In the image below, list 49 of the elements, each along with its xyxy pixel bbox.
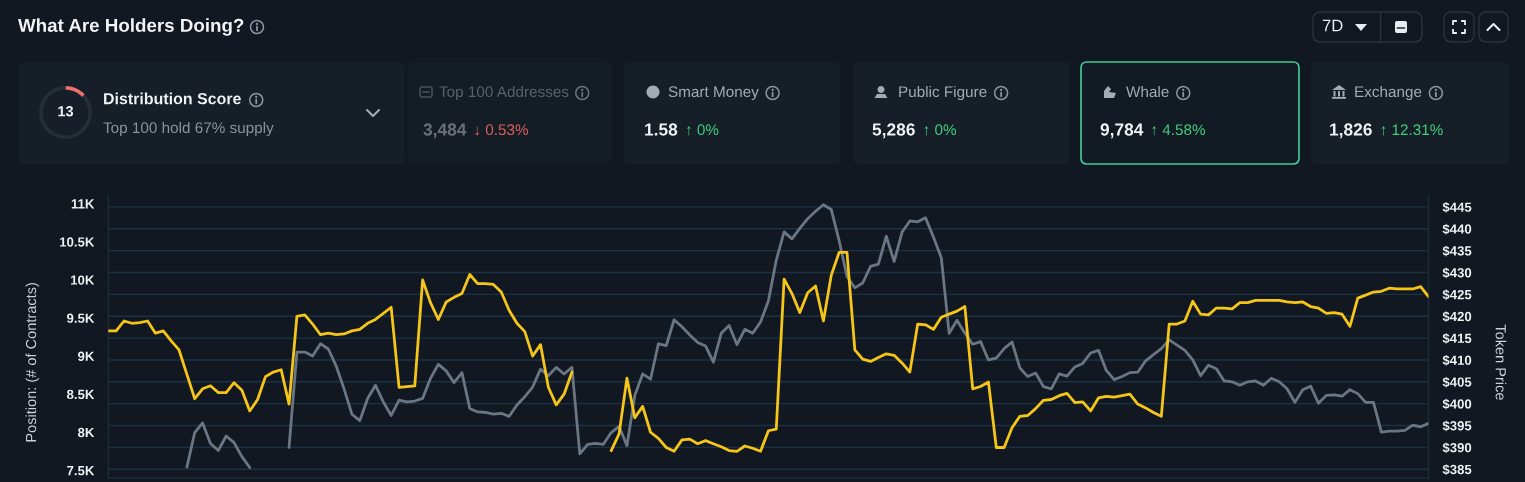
donut-slice xyxy=(65,86,85,97)
y2-tick-label: $400 xyxy=(1442,398,1472,410)
text: 7D xyxy=(1322,19,1343,32)
text: Exchange xyxy=(1355,85,1422,101)
text: ↑ 12.31% xyxy=(1381,124,1443,136)
y2-tick-label: $425 xyxy=(1442,289,1472,301)
line-series xyxy=(185,421,252,469)
y-axis-title: Position: (# of Contracts) xyxy=(25,283,40,442)
text: 1.58 xyxy=(645,123,678,136)
text: Smart Money xyxy=(668,86,759,101)
text: 13 xyxy=(58,106,74,117)
text: 5,286 xyxy=(872,123,915,139)
y2-tick-label: $395 xyxy=(1442,420,1472,432)
text: What Are Holders Doing? xyxy=(18,18,244,36)
y2-tick-label: $405 xyxy=(1442,376,1472,388)
text: Public Figure xyxy=(899,85,987,101)
text: ↓ 0.53% xyxy=(475,124,529,136)
y2-axis-title: Token Price xyxy=(1495,324,1507,400)
y2-tick-label: $390 xyxy=(1442,442,1472,454)
y-tick-label: 9K xyxy=(78,351,95,361)
text: 1,826 xyxy=(1330,123,1372,139)
y-tick-label: 7.5K xyxy=(67,466,95,476)
text: Top 100 hold 67% supply xyxy=(103,121,274,137)
y2-tick-label: $385 xyxy=(1442,464,1472,476)
text: 9,784 xyxy=(1100,123,1144,139)
text: Whale xyxy=(1126,85,1169,98)
text: ↑ 4.58% xyxy=(1152,124,1206,136)
y-tick-label: 9.5K xyxy=(67,313,95,323)
text: Top 100 Addresses xyxy=(439,85,569,101)
text: ↑ 0% xyxy=(924,124,957,136)
y2-tick-label: $435 xyxy=(1442,245,1472,257)
line-series xyxy=(108,273,574,413)
text: 3,484 xyxy=(423,123,467,139)
y-tick-label: 8K xyxy=(77,427,95,438)
y-tick-label: 8.5K xyxy=(66,389,95,400)
text: Distribution Score xyxy=(104,92,241,105)
donut-slice xyxy=(39,86,92,139)
line-series xyxy=(287,203,1429,456)
y2-tick-label: $410 xyxy=(1442,354,1472,366)
y2-tick-label: $415 xyxy=(1442,333,1472,344)
y-tick-label: 10.5K xyxy=(60,237,95,247)
y-tick-label: 10K xyxy=(71,275,95,285)
y2-tick-label: $440 xyxy=(1442,223,1472,235)
y2-tick-label: $420 xyxy=(1442,311,1472,322)
y2-tick-label: $445 xyxy=(1442,201,1472,213)
y2-tick-label: $430 xyxy=(1442,267,1472,279)
line-series xyxy=(609,251,1429,453)
text: ↑ 0% xyxy=(687,124,719,136)
y-tick-label: 11K xyxy=(71,199,95,209)
